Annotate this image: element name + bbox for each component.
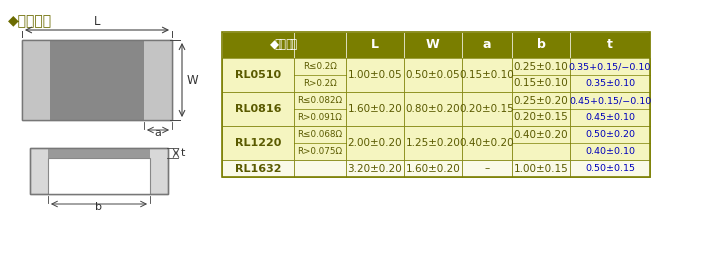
Bar	[570, 126, 650, 160]
Bar	[22, 40, 172, 120]
Bar	[462, 126, 512, 160]
Text: 0.50±0.15: 0.50±0.15	[585, 164, 635, 173]
Bar	[48, 158, 150, 194]
Bar	[294, 126, 346, 160]
Text: L: L	[94, 15, 100, 28]
Text: 0.45±0.10: 0.45±0.10	[585, 113, 635, 122]
Bar	[346, 92, 404, 126]
Bar	[30, 148, 168, 194]
Bar	[222, 160, 294, 177]
Bar	[404, 32, 462, 58]
Bar	[50, 40, 144, 120]
Text: 0.15±0.10: 0.15±0.10	[460, 70, 515, 80]
Bar	[512, 32, 570, 58]
Text: RL1632: RL1632	[234, 164, 282, 173]
Bar	[346, 126, 404, 160]
Bar	[570, 32, 650, 58]
Bar	[222, 58, 294, 92]
Bar	[346, 58, 404, 92]
Text: –: –	[484, 164, 489, 173]
Bar	[48, 148, 150, 158]
Bar	[294, 160, 346, 177]
Text: R>0.091Ω: R>0.091Ω	[298, 113, 343, 122]
Bar	[222, 32, 650, 177]
Text: 形 名: 形 名	[275, 39, 293, 52]
Text: R≤0.082Ω: R≤0.082Ω	[298, 96, 343, 105]
Text: 0.20±0.15: 0.20±0.15	[514, 113, 569, 123]
Bar	[570, 58, 650, 92]
Bar	[462, 32, 512, 58]
Text: 0.25±0.10: 0.25±0.10	[514, 61, 569, 72]
Text: RL0816: RL0816	[234, 104, 282, 114]
Text: 1.00±0.05: 1.00±0.05	[347, 70, 402, 80]
Text: a: a	[483, 39, 491, 52]
Text: ◆形 名: ◆形 名	[270, 39, 298, 52]
Text: 0.40±0.20: 0.40±0.20	[460, 138, 515, 148]
Text: R>0.075Ω: R>0.075Ω	[298, 147, 343, 156]
Text: 1.60±0.20: 1.60±0.20	[406, 164, 461, 173]
Text: 2.00±0.20: 2.00±0.20	[347, 138, 402, 148]
Bar	[294, 92, 346, 126]
Text: 0.15±0.10: 0.15±0.10	[514, 78, 569, 89]
Text: 0.25±0.20: 0.25±0.20	[514, 95, 569, 106]
Bar	[404, 160, 462, 177]
Text: RL0510: RL0510	[235, 70, 281, 80]
Bar	[22, 40, 50, 120]
Text: RL1220: RL1220	[234, 138, 282, 148]
Text: 0.50±0.20: 0.50±0.20	[585, 130, 635, 139]
Bar	[462, 58, 512, 92]
Bar	[570, 160, 650, 177]
Text: 0.80±0.20: 0.80±0.20	[406, 104, 461, 114]
Bar	[30, 148, 168, 194]
Bar	[294, 32, 346, 58]
Bar	[222, 32, 294, 58]
Text: a: a	[154, 128, 161, 138]
Text: 0.40±0.10: 0.40±0.10	[585, 147, 635, 156]
Bar	[512, 160, 570, 177]
Bar	[404, 126, 462, 160]
Bar	[144, 40, 172, 120]
Text: R≤0.2Ω: R≤0.2Ω	[303, 62, 337, 71]
Bar	[512, 92, 570, 126]
Text: R>0.2Ω: R>0.2Ω	[303, 79, 337, 88]
Text: ◆外形寸法: ◆外形寸法	[8, 14, 52, 28]
Bar	[346, 32, 404, 58]
Text: 1.00±0.15: 1.00±0.15	[514, 164, 569, 173]
Bar	[22, 40, 172, 120]
Text: 0.35+0.15/−0.10: 0.35+0.15/−0.10	[569, 62, 651, 71]
Text: 3.20±0.20: 3.20±0.20	[347, 164, 402, 173]
Bar	[404, 92, 462, 126]
Text: t: t	[181, 148, 185, 158]
Bar	[222, 126, 294, 160]
Text: 0.35±0.10: 0.35±0.10	[585, 79, 635, 88]
Bar	[294, 58, 346, 92]
Bar	[512, 58, 570, 92]
Text: 1.60±0.20: 1.60±0.20	[347, 104, 402, 114]
Text: R≤0.068Ω: R≤0.068Ω	[298, 130, 343, 139]
Text: 0.20±0.15: 0.20±0.15	[460, 104, 515, 114]
Bar	[570, 92, 650, 126]
Text: 0.50±0.05: 0.50±0.05	[406, 70, 461, 80]
Bar	[346, 160, 404, 177]
Text: b: b	[95, 202, 102, 212]
Bar	[462, 160, 512, 177]
Bar	[462, 92, 512, 126]
Text: b: b	[536, 39, 545, 52]
Bar	[404, 58, 462, 92]
Text: 1.25±0.20: 1.25±0.20	[406, 138, 461, 148]
Text: t: t	[607, 39, 613, 52]
Bar	[222, 92, 294, 126]
Text: L: L	[371, 39, 379, 52]
Text: W: W	[426, 39, 440, 52]
Text: W: W	[187, 73, 199, 86]
Bar	[512, 126, 570, 160]
Text: 0.45+0.15/−0.10: 0.45+0.15/−0.10	[569, 96, 651, 105]
Text: 0.40±0.20: 0.40±0.20	[514, 130, 569, 139]
